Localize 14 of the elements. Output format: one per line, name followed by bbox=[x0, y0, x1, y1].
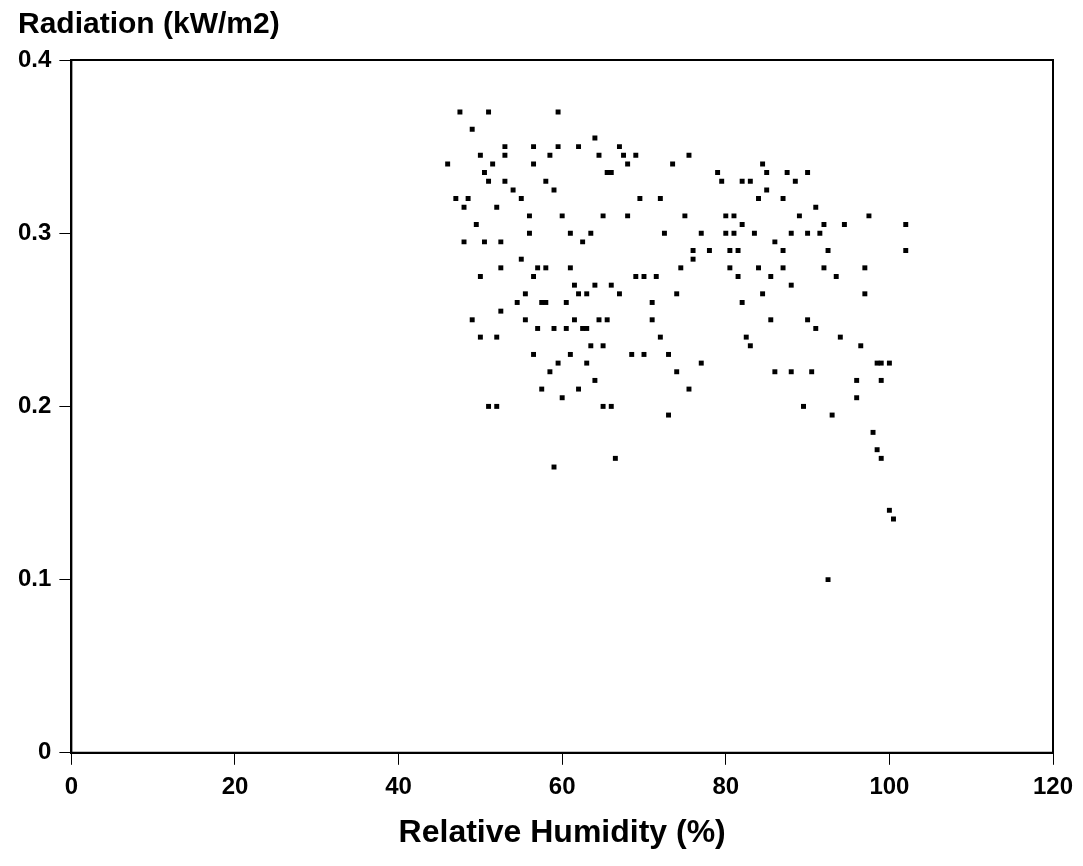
x-tick-label: 60 bbox=[548, 771, 576, 799]
y-tick-label: 0 bbox=[38, 737, 52, 765]
x-tick-label: 40 bbox=[385, 771, 412, 799]
y-tick-label: 0.2 bbox=[17, 391, 52, 419]
y-axis-title: Radiation (kW/m2) bbox=[18, 6, 280, 40]
x-tick-label: 20 bbox=[221, 771, 249, 799]
y-tick-label: 0.4 bbox=[17, 44, 52, 72]
x-tick-label: 80 bbox=[712, 771, 740, 799]
x-axis-title: Relative Humidity (%) bbox=[398, 812, 726, 849]
x-tick-label: 0 bbox=[64, 771, 79, 799]
x-tick-label: 100 bbox=[869, 771, 910, 799]
y-tick-label: 0.1 bbox=[17, 564, 52, 592]
x-tick-label: 120 bbox=[1032, 771, 1074, 799]
y-tick-label: 0.3 bbox=[17, 217, 52, 245]
